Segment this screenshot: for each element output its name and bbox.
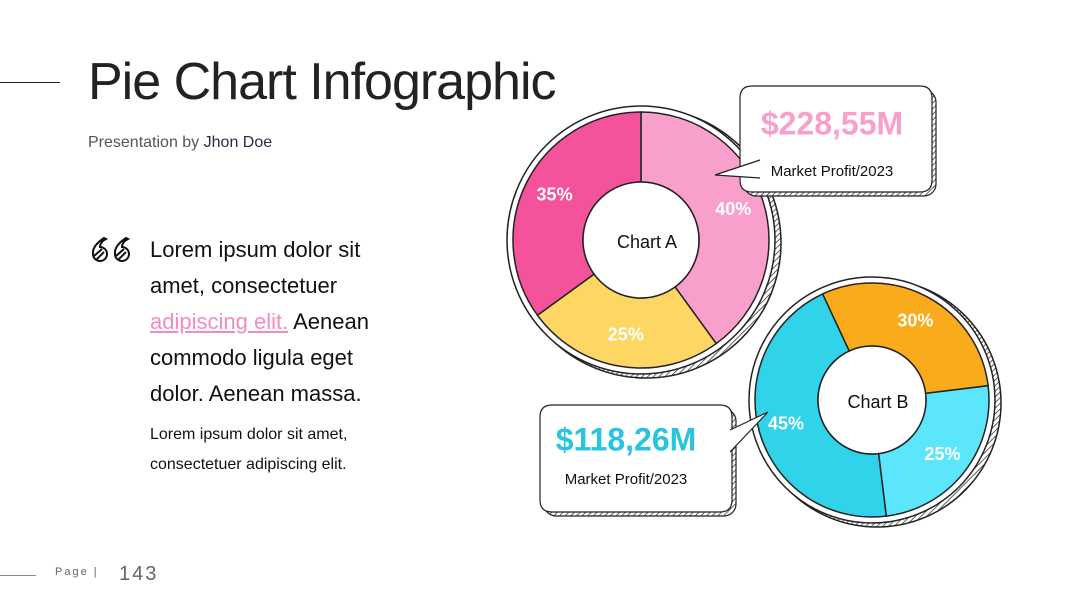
subtitle-prefix: Presentation by <box>88 134 200 151</box>
deco-line <box>0 82 60 83</box>
callout-caption: Market Profit/2023 <box>771 163 894 180</box>
quote-link[interactable]: adipiscing elit. <box>150 309 289 334</box>
deco-line <box>0 575 36 576</box>
callout-tail <box>729 411 769 453</box>
body-text: Lorem ipsum dolor sit amet, consectetuer… <box>150 426 348 473</box>
quote-text: Aenean commodo ligula eget dolor. Aenean… <box>150 309 369 406</box>
data-label: 45% <box>768 413 804 433</box>
callout-amount: $228,55M <box>761 105 903 141</box>
donut-hole <box>582 181 700 299</box>
quote: Lorem ipsum dolor sit amet, consectetuer… <box>150 232 405 412</box>
callout <box>739 85 933 193</box>
page-number: 143 <box>119 563 159 585</box>
callout <box>539 404 733 513</box>
data-label: 25% <box>925 444 961 464</box>
donut-hole <box>817 345 927 455</box>
pie-chart: 40% 25% 35% Chart A $228,55M Market Profit/20… <box>506 85 937 379</box>
chart-title: Chart B <box>847 392 908 412</box>
data-label: 30% <box>897 310 933 330</box>
chart-title: Chart A <box>617 232 677 252</box>
data-label: 40% <box>715 199 751 219</box>
data-label: 25% <box>608 325 644 345</box>
data-label: 35% <box>537 185 573 205</box>
callout-tail <box>714 159 761 179</box>
author: Jhon Doe <box>203 134 273 151</box>
quote-text: Lorem ipsum dolor sit amet, consectetuer <box>150 237 361 298</box>
callout-caption: Market Profit/2023 <box>565 471 688 488</box>
pie-chart: 30% 25% 45% Chart B $118,26M Market Profit/20… <box>539 276 1002 528</box>
quote-icon <box>91 236 131 262</box>
subtitle: Presentation by Jhon Doe <box>88 134 272 152</box>
callout-amount: $118,26M <box>556 421 697 457</box>
page-label-text: Page <box>55 566 89 578</box>
page-label: Page | <box>55 566 99 578</box>
title: Pie Chart Infographic <box>88 53 556 111</box>
